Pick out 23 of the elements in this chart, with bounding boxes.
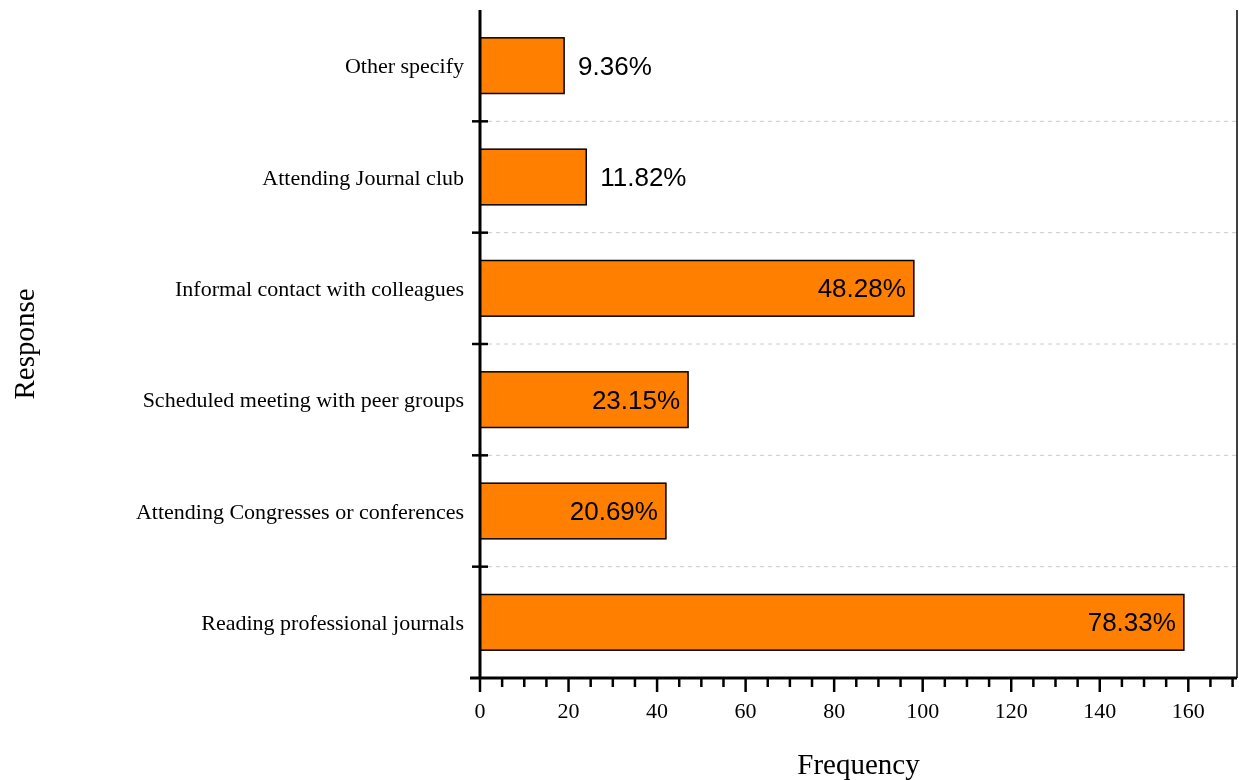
- x-tick-label: 120: [994, 698, 1028, 723]
- y-axis-title: Response: [8, 288, 40, 400]
- y-tick-label: Attending Congresses or conferences: [135, 498, 464, 524]
- x-axis-title: Frequency: [797, 748, 921, 780]
- y-tick-label: Attending Journal club: [262, 164, 464, 190]
- x-tick-label: 160: [1171, 698, 1205, 723]
- x-tick-label: 100: [906, 698, 940, 723]
- annotation: 78.33%: [1087, 607, 1176, 638]
- y-tick-label: Informal contact with colleagues: [175, 276, 464, 302]
- annotation: 11.82%: [600, 162, 687, 193]
- y-tick-label: Scheduled meeting with peer groups: [142, 387, 464, 413]
- annotation: 48.28%: [817, 273, 906, 304]
- annotation: 23.15%: [591, 384, 681, 415]
- x-tick-label: 20: [557, 698, 580, 723]
- x-tick-label: 140: [1083, 698, 1117, 723]
- x-tick-label: 80: [823, 698, 846, 723]
- x-tick-label: 60: [734, 698, 757, 723]
- x-tick-label: 40: [646, 698, 669, 723]
- y-tick-label: Other specify: [344, 53, 464, 79]
- x-tick-label: 0: [474, 698, 486, 723]
- annotation: 20.69%: [569, 496, 658, 527]
- annotation: 9.36%: [578, 50, 652, 81]
- y-tick-label: Reading professional journals: [201, 610, 464, 636]
